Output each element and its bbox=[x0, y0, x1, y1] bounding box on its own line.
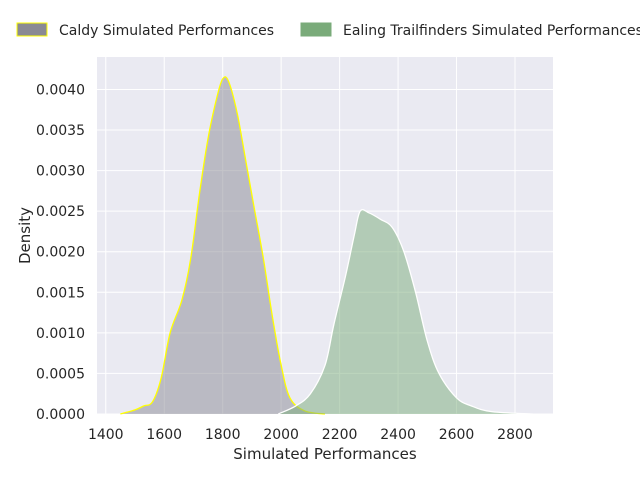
ealing-legend-swatch bbox=[300, 22, 332, 37]
y-tick-label: 0.0030 bbox=[36, 164, 85, 180]
y-tick-label: 0.0020 bbox=[36, 245, 85, 261]
y-axis-title: Density bbox=[16, 207, 34, 264]
y-axis-ticks: 0.0000 0.0005 0.0010 0.0015 0.0020 0.0025 0.00… bbox=[36, 82, 85, 423]
x-tick-label: 2800 bbox=[497, 427, 533, 443]
legend: Caldy Simulated Performances Ealing Trail… bbox=[16, 22, 640, 39]
ealing-density-line bbox=[277, 209, 533, 415]
x-tick-label: 2400 bbox=[380, 427, 416, 443]
x-axis-ticks: 1400 1600 1800 2000 2200 2400 2600 2800 bbox=[88, 427, 533, 443]
caldy-legend-swatch bbox=[16, 22, 48, 37]
x-tick-label: 1800 bbox=[205, 427, 241, 443]
y-tick-label: 0.0040 bbox=[36, 82, 85, 98]
y-tick-label: 0.0005 bbox=[36, 366, 85, 382]
y-tick-label: 0.0000 bbox=[36, 407, 85, 423]
y-tick-label: 0.0010 bbox=[36, 326, 85, 342]
caldy-density-line bbox=[120, 76, 326, 415]
x-tick-label: 1400 bbox=[88, 427, 124, 443]
x-tick-label: 1600 bbox=[146, 427, 182, 443]
density-areas bbox=[120, 76, 533, 415]
caldy-legend-label: Caldy Simulated Performances bbox=[59, 23, 274, 39]
ealing-legend-label: Ealing Trailfinders Simulated Performanc… bbox=[343, 23, 640, 39]
y-tick-label: 0.0035 bbox=[36, 123, 85, 139]
x-axis-title: Simulated Performances bbox=[233, 445, 417, 463]
ealing-density-area bbox=[278, 209, 533, 414]
x-tick-label: 2000 bbox=[263, 427, 299, 443]
y-tick-label: 0.0025 bbox=[36, 204, 85, 220]
y-tick-label: 0.0015 bbox=[36, 285, 85, 301]
x-tick-label: 2200 bbox=[322, 427, 358, 443]
x-tick-label: 2600 bbox=[439, 427, 475, 443]
